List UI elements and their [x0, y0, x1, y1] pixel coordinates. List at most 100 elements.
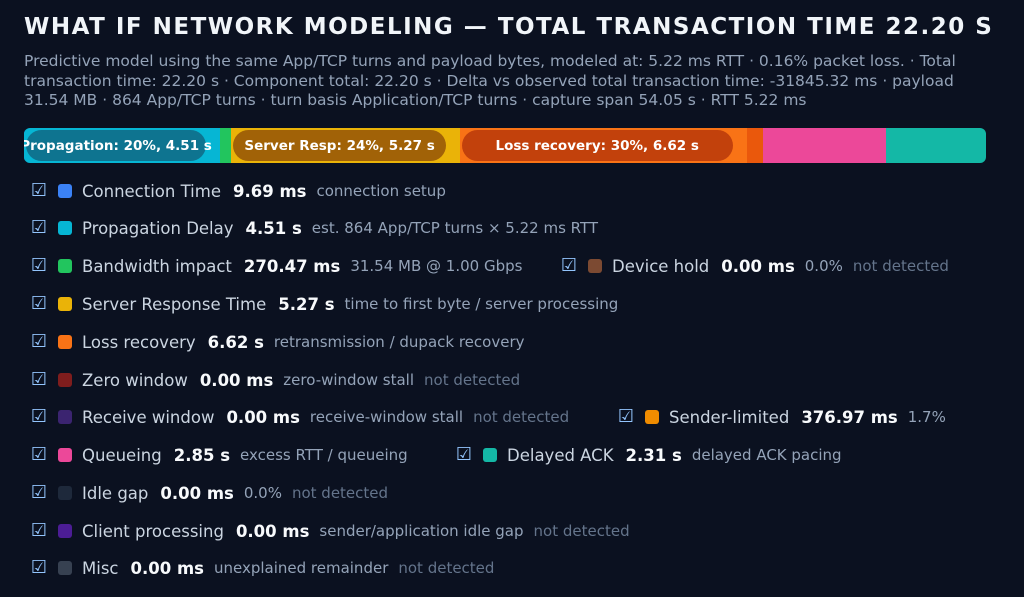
bar-segment-delayed_ack — [886, 128, 986, 163]
checkbox-misc[interactable]: ☑ — [30, 557, 48, 578]
component-name: Sender-limited — [669, 407, 790, 427]
component-name: Device hold — [612, 256, 710, 276]
component-row-queueing: ☑ Queueing 2.85 s excess RTT / queueing — [30, 444, 418, 466]
color-swatch-server — [58, 297, 72, 311]
component-row-server: ☑ Server Response Time 5.27 s time to fi… — [30, 293, 628, 315]
bar-segment-label-loss: Loss recovery: 30%, 6.62 s — [461, 130, 733, 161]
transaction-breakdown-bar: Propagation: 20%, 4.51 s Server Resp: 24%… — [24, 128, 986, 163]
component-name: Receive window — [82, 407, 215, 427]
component-value: 9.69 ms — [233, 181, 307, 201]
not-detected-label: not detected — [291, 484, 389, 502]
component-name: Connection Time — [82, 181, 221, 201]
checkbox-delayed-ack[interactable]: ☑ — [455, 444, 473, 465]
component-name: Server Response Time — [82, 294, 267, 314]
component-row-zero-window: ☑ Zero window 0.00 ms zero-window stall … — [30, 369, 520, 391]
component-name: Idle gap — [82, 483, 149, 503]
checkbox-loss[interactable]: ☑ — [30, 331, 48, 352]
bar-segment-propagation: Propagation: 20%, 4.51 s — [24, 128, 220, 163]
checkbox-propagation[interactable]: ☑ — [30, 217, 48, 238]
component-row-delayed-ack: ☑ Delayed ACK 2.31 s delayed ACK pacing — [455, 444, 852, 466]
checkbox-idle-gap[interactable]: ☑ — [30, 482, 48, 503]
page-title: WHAT IF NETWORK MODELING — TOTAL TRANSAC… — [24, 14, 994, 40]
component-value: 270.47 ms — [243, 256, 341, 276]
component-note: est. 864 App/TCP turns × 5.22 ms RTT — [311, 219, 599, 237]
component-value: 2.31 s — [625, 445, 682, 465]
checkbox-device-hold[interactable]: ☑ — [560, 255, 578, 276]
component-note: time to first byte / server processing — [344, 295, 619, 313]
component-value: 0.00 ms — [235, 521, 310, 541]
component-value: 0.00 ms — [199, 370, 274, 390]
component-row-bandwidth: ☑ Bandwidth impact 270.47 ms 31.54 MB @ … — [30, 255, 532, 277]
component-note: delayed ACK pacing — [691, 446, 842, 464]
component-row-idle-gap: ☑ Idle gap 0.00 ms 0.0% not detected — [30, 482, 388, 504]
component-note: 31.54 MB @ 1.00 Gbps — [350, 257, 523, 275]
component-row-device-hold: ☑ Device hold 0.00 ms 0.0% not detected — [560, 255, 949, 277]
component-row-client-processing: ☑ Client processing 0.00 ms sender/appli… — [30, 520, 630, 542]
component-name: Zero window — [82, 370, 188, 390]
color-swatch-zero-window — [58, 373, 72, 387]
color-swatch-receive-window — [58, 410, 72, 424]
bar-segment-label-propagation: Propagation: 20%, 4.51 s — [24, 130, 212, 161]
component-row-sender-limited: ☑ Sender-limited 376.97 ms 1.7% — [617, 406, 956, 428]
checkbox-connection[interactable]: ☑ — [30, 180, 48, 201]
component-note: zero-window stall — [283, 371, 415, 389]
bar-segment-loss: Loss recovery: 30%, 6.62 s — [459, 128, 747, 163]
component-note: retransmission / dupack recovery — [273, 333, 525, 351]
color-swatch-connection — [58, 184, 72, 198]
component-row-misc: ☑ Misc 0.00 ms unexplained remainder not… — [30, 557, 495, 579]
component-name: Misc — [82, 558, 119, 578]
component-name: Client processing — [82, 521, 224, 541]
bar-segment-queueing — [762, 128, 887, 163]
component-note: excess RTT / queueing — [240, 446, 408, 464]
checkbox-sender-limited[interactable]: ☑ — [617, 406, 635, 427]
not-detected-label: not detected — [424, 371, 521, 389]
component-name: Delayed ACK — [507, 445, 614, 465]
not-detected-label: not detected — [398, 559, 495, 577]
checkbox-zero-window[interactable]: ☑ — [30, 369, 48, 390]
color-swatch-sender-limited — [645, 410, 659, 424]
component-name: Loss recovery — [82, 332, 196, 352]
checkbox-client-processing[interactable]: ☑ — [30, 520, 48, 541]
component-note: connection setup — [316, 182, 446, 200]
component-value: 4.51 s — [245, 218, 302, 238]
color-swatch-loss — [58, 335, 72, 349]
color-swatch-device-hold — [588, 259, 602, 273]
component-note: unexplained remainder — [213, 559, 389, 577]
component-name: Bandwidth impact — [82, 256, 232, 276]
component-name: Propagation Delay — [82, 218, 234, 238]
component-note: 0.0% — [804, 257, 843, 275]
component-name: Queueing — [82, 445, 162, 465]
component-value: 5.27 s — [278, 294, 335, 314]
color-swatch-queueing — [58, 448, 72, 462]
component-note: receive-window stall — [309, 408, 464, 426]
component-value: 0.00 ms — [721, 256, 795, 276]
checkbox-bandwidth[interactable]: ☑ — [30, 255, 48, 276]
color-swatch-client-processing — [58, 524, 72, 538]
not-detected-label: not detected — [473, 408, 570, 426]
component-value: 0.00 ms — [130, 558, 204, 578]
component-value: 6.62 s — [207, 332, 264, 352]
component-value: 2.85 s — [173, 445, 231, 465]
checkbox-queueing[interactable]: ☑ — [30, 444, 48, 465]
component-value: 376.97 ms — [801, 407, 898, 427]
component-value: 0.00 ms — [160, 483, 234, 503]
bar-segment-server: Server Resp: 24%, 5.27 s — [231, 128, 460, 163]
bar-segment-bandwidth — [219, 128, 232, 163]
checkbox-server[interactable]: ☑ — [30, 293, 48, 314]
component-note: 0.0% — [243, 484, 282, 502]
color-swatch-propagation — [58, 221, 72, 235]
bar-segment-label-server: Server Resp: 24%, 5.27 s — [233, 130, 446, 161]
color-swatch-idle-gap — [58, 486, 72, 500]
component-note: 1.7% — [907, 408, 946, 426]
component-note: sender/application idle gap — [319, 522, 524, 540]
not-detected-label: not detected — [852, 257, 949, 275]
not-detected-label: not detected — [533, 522, 630, 540]
color-swatch-misc — [58, 561, 72, 575]
bar-segment-sender — [746, 128, 763, 163]
component-row-loss: ☑ Loss recovery 6.62 s retransmission / … — [30, 331, 534, 353]
color-swatch-delayed-ack — [483, 448, 497, 462]
model-description: Predictive model using the same App/TCP … — [24, 52, 956, 109]
checkbox-receive-window[interactable]: ☑ — [30, 406, 48, 427]
component-row-connection: ☑ Connection Time 9.69 ms connection set… — [30, 180, 456, 202]
component-row-receive-window: ☑ Receive window 0.00 ms receive-window … — [30, 406, 569, 428]
